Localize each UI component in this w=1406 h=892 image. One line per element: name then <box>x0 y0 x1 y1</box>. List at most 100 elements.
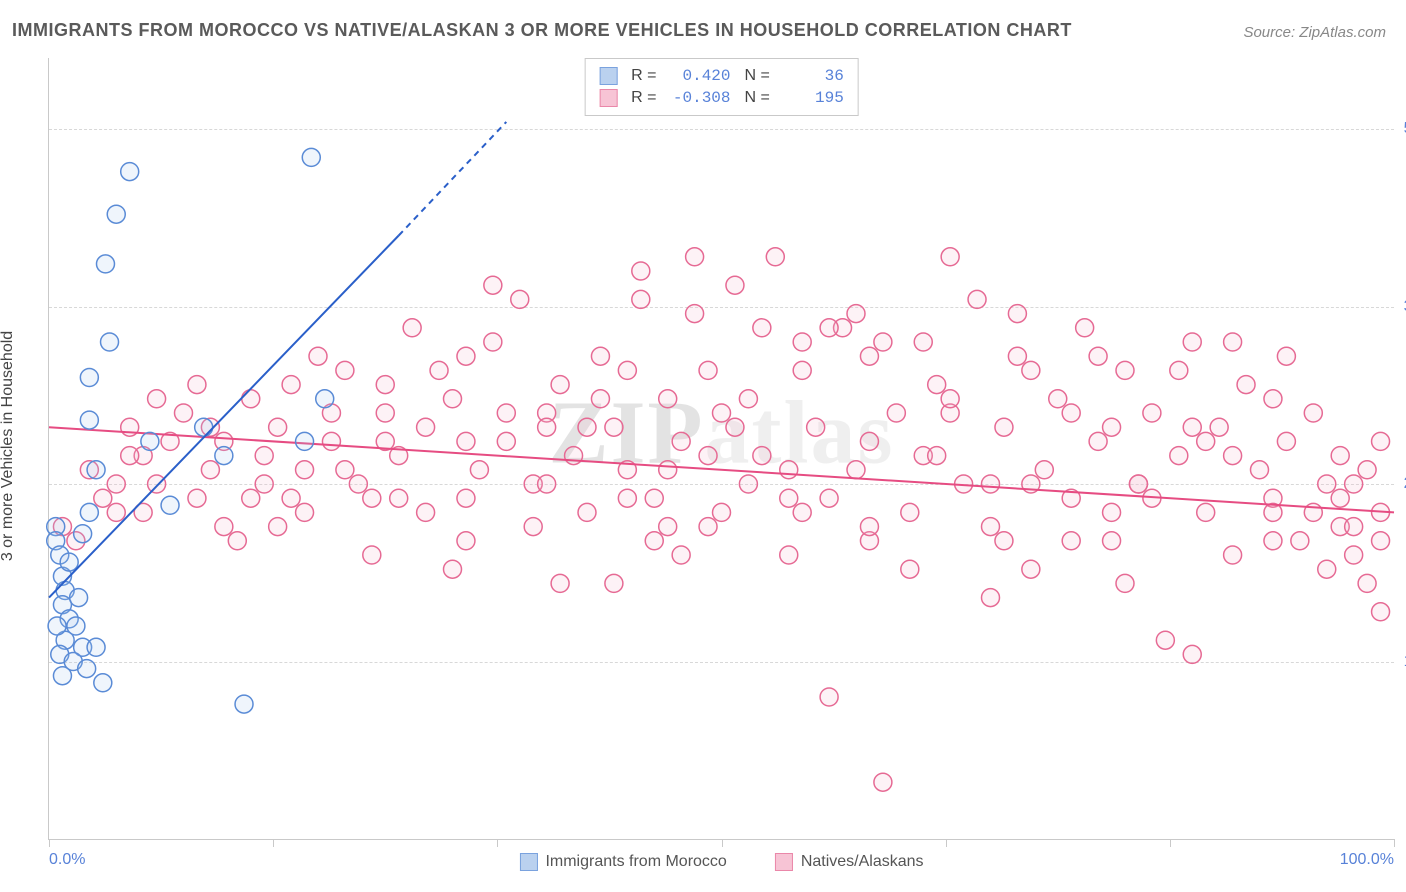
stats-swatch-2 <box>599 89 617 107</box>
scatter-point <box>188 376 206 394</box>
scatter-point <box>1331 489 1349 507</box>
x-tick-mark <box>273 839 274 847</box>
legend-item-2: Natives/Alaskans <box>775 853 924 871</box>
scatter-point <box>497 432 515 450</box>
scatter-point <box>1358 574 1376 592</box>
source-label: Source: ZipAtlas.com <box>1243 24 1386 41</box>
scatter-point <box>645 489 663 507</box>
scatter-point <box>739 475 757 493</box>
scatter-point <box>1062 532 1080 550</box>
scatter-point <box>753 319 771 337</box>
scatter-point <box>793 361 811 379</box>
scatter-point <box>807 418 825 436</box>
scatter-point <box>982 589 1000 607</box>
r-label: R = <box>631 89 656 107</box>
scatter-point <box>1345 518 1363 536</box>
scatter-point <box>739 390 757 408</box>
r-label: R = <box>631 67 656 85</box>
scatter-point <box>94 674 112 692</box>
scatter-point <box>632 290 650 308</box>
scatter-point <box>1089 347 1107 365</box>
scatter-point <box>1022 560 1040 578</box>
scatter-point <box>713 404 731 422</box>
scatter-point <box>390 489 408 507</box>
scatter-point <box>242 390 260 408</box>
scatter-point <box>578 503 596 521</box>
scatter-point <box>1170 447 1188 465</box>
scatter-point <box>1304 404 1322 422</box>
n-value-1: 36 <box>784 67 844 85</box>
scatter-point <box>538 418 556 436</box>
scatter-point <box>659 461 677 479</box>
scatter-point <box>887 404 905 422</box>
scatter-point <box>430 361 448 379</box>
scatter-point <box>457 532 475 550</box>
scatter-point <box>444 560 462 578</box>
scatter-point <box>780 489 798 507</box>
r-value-2: -0.308 <box>671 89 731 107</box>
scatter-point <box>1183 333 1201 351</box>
scatter-point <box>1089 432 1107 450</box>
scatter-point <box>1008 305 1026 323</box>
scatter-point <box>87 638 105 656</box>
scatter-point <box>1022 361 1040 379</box>
scatter-point <box>302 148 320 166</box>
scatter-point <box>349 475 367 493</box>
scatter-point <box>565 447 583 465</box>
scatter-point <box>1183 645 1201 663</box>
scatter-point <box>363 546 381 564</box>
y-axis-label: 3 or more Vehicles in Household <box>0 331 17 561</box>
x-tick-max: 100.0% <box>1340 851 1394 869</box>
scatter-point <box>632 262 650 280</box>
scatter-point <box>376 376 394 394</box>
scatter-point <box>87 461 105 479</box>
scatter-point <box>1251 461 1269 479</box>
scatter-point <box>726 276 744 294</box>
x-tick-mark <box>1394 839 1395 847</box>
scatter-point <box>1210 418 1228 436</box>
scatter-point <box>995 418 1013 436</box>
scatter-point <box>107 503 125 521</box>
legend-item-1: Immigrants from Morocco <box>519 853 726 871</box>
scatter-point <box>551 574 569 592</box>
scatter-point <box>201 461 219 479</box>
scatter-point <box>282 376 300 394</box>
scatter-point <box>336 361 354 379</box>
scatter-point <box>793 503 811 521</box>
scatter-point <box>538 475 556 493</box>
legend-label-2: Natives/Alaskans <box>801 853 924 871</box>
scatter-point <box>699 361 717 379</box>
legend-swatch-1 <box>519 853 537 871</box>
scatter-point <box>618 489 636 507</box>
scatter-point <box>1143 404 1161 422</box>
scatter-point <box>161 496 179 514</box>
regression-line-dashed <box>399 122 507 236</box>
scatter-point <box>497 404 515 422</box>
scatter-point <box>1345 475 1363 493</box>
scatter-point <box>1224 447 1242 465</box>
scatter-point <box>417 418 435 436</box>
scatter-point <box>215 518 233 536</box>
scatter-point <box>847 305 865 323</box>
scatter-point <box>1008 347 1026 365</box>
scatter-point <box>1277 347 1295 365</box>
scatter-point <box>1372 532 1390 550</box>
scatter-point <box>901 503 919 521</box>
scatter-point <box>1197 503 1215 521</box>
scatter-point <box>1277 432 1295 450</box>
scatter-point <box>336 461 354 479</box>
scatter-point <box>941 248 959 266</box>
stats-box: R = 0.420 N = 36 R = -0.308 N = 195 <box>584 58 859 116</box>
scatter-point <box>1076 319 1094 337</box>
x-tick-mark <box>49 839 50 847</box>
scatter-point <box>1103 532 1121 550</box>
n-label: N = <box>745 67 770 85</box>
stats-row-series2: R = -0.308 N = 195 <box>599 87 844 109</box>
scatter-point <box>686 248 704 266</box>
scatter-point <box>713 503 731 521</box>
scatter-point <box>1224 333 1242 351</box>
scatter-point <box>282 489 300 507</box>
scatter-point <box>322 432 340 450</box>
scatter-point <box>1372 432 1390 450</box>
scatter-point <box>968 290 986 308</box>
